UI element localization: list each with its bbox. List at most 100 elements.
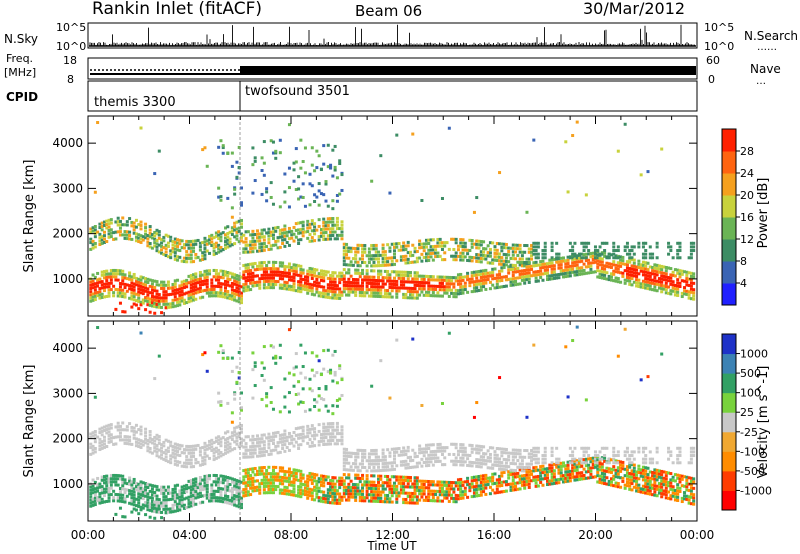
range-cell [178,495,182,499]
range-cell [383,288,387,292]
range-cell [283,439,287,443]
colorbar-swatch [722,195,736,218]
range-cell [582,268,586,272]
range-cell [326,409,330,413]
range-cell [619,280,623,284]
range-cell [157,504,161,508]
range-cell [511,243,515,247]
range-cell [340,290,344,294]
range-cell [447,247,451,251]
range-cell [370,459,374,463]
range-cell [235,283,239,287]
range-cell [372,254,376,258]
range-cell [109,281,113,285]
range-cell [169,302,173,306]
range-cell [262,453,266,457]
range-cell [276,451,280,455]
range-cell [157,488,161,492]
range-cell [235,488,239,492]
range-cell [134,292,138,296]
range-cell [365,474,369,478]
range-cell [146,303,150,307]
range-cell [253,489,257,493]
range-cell [470,280,474,284]
range-cell [233,500,237,504]
range-cell [276,444,280,448]
range-cell [258,277,262,281]
range-cell [255,469,259,473]
range-cell [164,438,168,442]
range-cell [653,276,657,280]
range-cell [269,449,273,453]
range-cell [164,448,168,452]
range-cell [363,452,367,456]
range-cell [226,283,230,287]
range-cell [443,278,447,282]
range-cell [180,501,184,505]
range-cell [395,259,399,263]
range-cell [192,490,196,494]
range-cell [395,273,399,277]
range-cell [239,427,243,431]
range-cell [269,400,273,404]
range-cell [349,486,353,490]
range-cell [212,242,216,246]
range-cell [217,496,221,500]
range-cell [178,249,182,253]
range-cell [616,280,620,284]
range-cell [692,241,696,245]
range-cell [619,255,623,259]
range-cell [680,269,684,273]
range-cell [205,282,209,286]
colorbar-swatch [722,129,736,152]
range-cell [262,241,266,245]
range-cell [383,269,387,273]
range-cell [100,292,104,296]
range-cell [210,278,214,282]
range-cell [393,270,397,274]
range-cell [221,248,225,252]
range-cell [411,277,415,281]
range-cell [171,503,175,507]
range-cell [201,273,205,277]
range-cell [358,462,362,466]
range-cell [130,287,134,291]
range-cell [297,446,301,450]
range-cell [372,452,376,456]
range-cell [246,483,250,487]
range-cell [303,230,307,234]
range-cell [445,241,449,245]
range-cell [299,286,303,290]
range-cell [255,283,259,287]
range-cell [573,260,577,264]
range-cell [125,283,129,287]
range-cell [374,455,378,459]
range-cell [226,440,230,444]
range-cell [420,198,424,202]
range-cell [470,242,474,246]
range-cell [539,269,543,273]
range-cell [534,241,538,245]
range-cell [246,468,250,472]
range-cell [192,295,196,299]
range-cell [427,278,431,282]
range-cell [393,256,397,260]
range-cell [299,238,303,242]
range-cell [354,281,358,285]
range-cell [461,278,465,282]
range-cell [322,429,326,433]
range-cell [361,257,365,261]
range-cell [310,491,314,495]
range-cell [224,270,228,274]
range-cell [176,446,180,450]
range-cell [278,286,282,290]
range-cell [217,480,221,484]
range-cell [198,270,202,274]
range-cell [98,444,102,448]
range-cell [203,478,207,482]
range-cell [134,444,138,448]
range-cell [196,495,200,499]
range-cell [322,221,326,225]
range-cell [242,481,246,485]
range-cell [390,259,394,263]
